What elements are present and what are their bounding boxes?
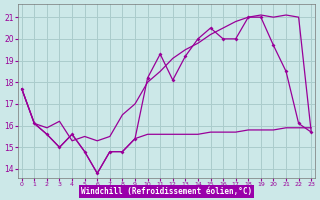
X-axis label: Windchill (Refroidissement éolien,°C): Windchill (Refroidissement éolien,°C) [81, 187, 252, 196]
